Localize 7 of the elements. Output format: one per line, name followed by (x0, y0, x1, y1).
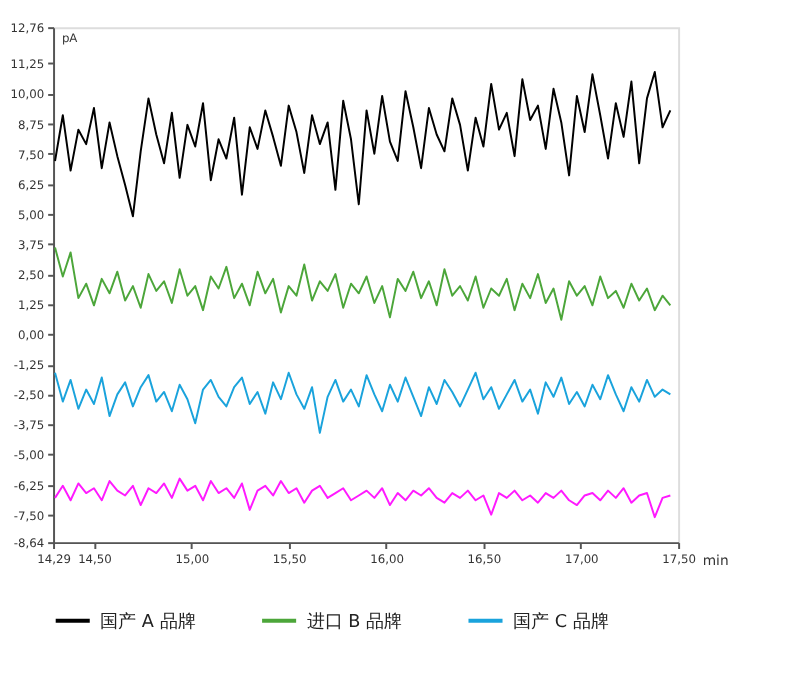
line-series (54, 246, 672, 321)
line-series (54, 70, 672, 218)
legend-label: 国产 A 品牌 (100, 610, 196, 633)
line-series (54, 477, 672, 519)
legend-label: 国产 C 品牌 (513, 610, 609, 633)
legend-label: 进口 B 品牌 (306, 610, 402, 633)
line-series (54, 371, 672, 434)
